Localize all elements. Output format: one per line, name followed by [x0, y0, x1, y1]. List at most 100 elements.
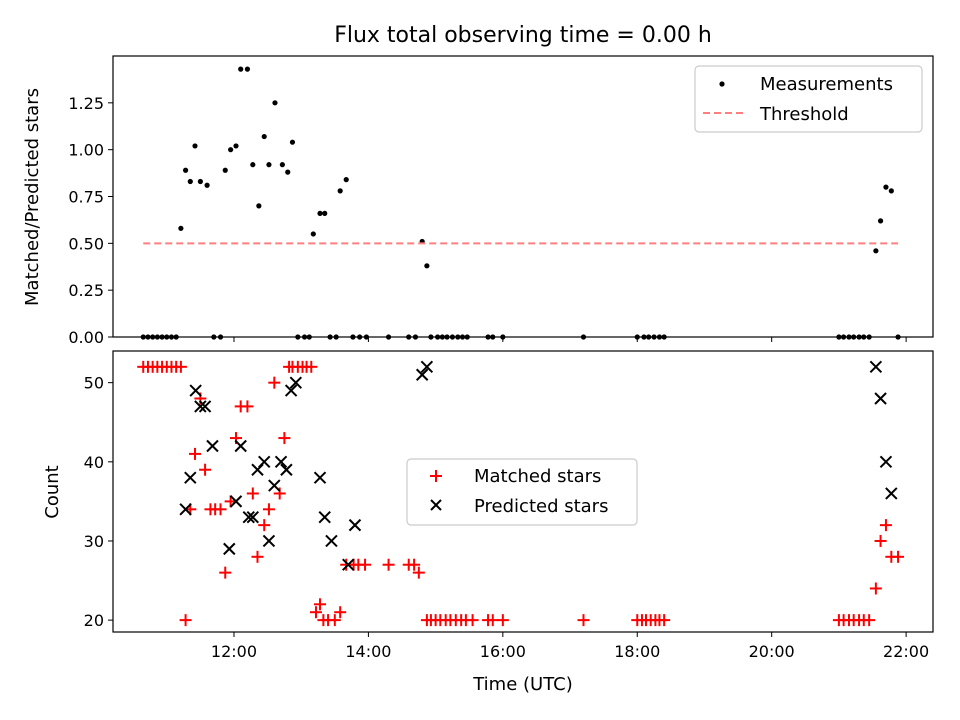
predicted-star-point [280, 463, 293, 476]
predicted-star-point [342, 558, 355, 571]
chart-title: Flux total observing time = 0.00 h [334, 23, 712, 48]
matched-star-point [874, 534, 887, 547]
y-tick-label: 1.00 [68, 141, 104, 160]
matched-star-point [199, 463, 212, 476]
matched-star-point [359, 558, 372, 571]
measurement-point [261, 133, 267, 140]
predicted-star-point [206, 439, 219, 453]
legend-matched-marker [430, 470, 442, 482]
top-panel: 0.00 0.25 0.50 0.75 1.00 1.25 Matched/Predict… [22, 55, 934, 347]
measurement-point [222, 167, 228, 173]
measurement-point [192, 143, 198, 149]
y-tick-label: 40 [84, 453, 104, 472]
predicted-star-point [268, 479, 281, 492]
matched-star-point [189, 447, 201, 460]
measurement-point [289, 139, 296, 145]
measurement-point [310, 231, 316, 237]
matched-star-point [466, 614, 479, 627]
matched-star-point [892, 550, 905, 563]
matched-star-point [246, 487, 259, 500]
matched-star-point [309, 606, 322, 619]
measurement-point [204, 182, 210, 188]
predicted-star-point [258, 455, 271, 469]
measurement-point [272, 100, 278, 106]
predicted-star-point [179, 503, 192, 516]
bottom-legend: Matched stars Predicted stars [406, 458, 638, 526]
x-tick-label: 14:00 [345, 642, 391, 661]
measurement-point [322, 210, 328, 216]
predicted-star-point [348, 518, 362, 532]
predicted-star-point [318, 511, 331, 524]
x-tick-label: 16:00 [480, 642, 526, 661]
matched-star-point [241, 400, 254, 413]
top-legend: Measurements Threshold [694, 65, 923, 133]
predicted-star-point [885, 487, 898, 500]
measurement-point [187, 178, 193, 185]
bottom-axis-ticks: 20 30 40 50 12:00 14:00 16:00 18:00 20:00 22:00 [84, 374, 930, 661]
predicted-star-point [869, 360, 883, 374]
matched-star-point [328, 614, 341, 627]
legend-predicted-marker [430, 499, 442, 511]
measurement-point [337, 188, 343, 194]
x-tick-label: 18:00 [614, 642, 660, 661]
measurement-point [238, 66, 244, 72]
matched-star-point [268, 376, 281, 389]
matched-star-point [577, 614, 590, 627]
matched-star-point [258, 519, 271, 532]
y-tick-label: 20 [84, 611, 104, 630]
predicted-star-point [313, 471, 327, 484]
matched-star-point [219, 566, 232, 579]
measurement-point [888, 188, 894, 194]
legend-matched-label: Matched stars [474, 466, 601, 487]
y-tick-label: 0.25 [68, 281, 104, 300]
predicted-star-point [262, 534, 276, 548]
measurement-point [424, 263, 430, 269]
legend-measurements-label: Measurements [760, 74, 893, 95]
measurement-point [873, 248, 879, 254]
measurement-point [182, 167, 189, 173]
measurement-point [244, 66, 251, 72]
bottom-legend-box [406, 458, 638, 526]
matched-star-point [486, 614, 499, 627]
predicted-star-point [194, 400, 207, 413]
x-tick-label: 20:00 [749, 642, 795, 661]
bottom-panel: 20 30 40 50 12:00 14:00 16:00 18:00 20:00 22:00 C… [42, 350, 934, 695]
legend-threshold-label: Threshold [759, 104, 849, 125]
predicted-star-point [184, 471, 197, 484]
matched-star-point [314, 598, 327, 611]
matched-star-point [278, 432, 291, 445]
y-tick-label: 50 [84, 374, 104, 393]
matched-star-point [863, 614, 876, 627]
predicted-star-point [198, 400, 212, 413]
predicted-star-point [874, 392, 887, 405]
measurement-point [877, 218, 884, 224]
bottom-plot-marks [137, 360, 905, 627]
predicted-star-point [229, 495, 243, 508]
matched-star-point [179, 614, 192, 627]
matched-star-point [273, 487, 286, 500]
matched-star-point [869, 582, 882, 595]
measurement-point [233, 143, 239, 149]
x-axis-label: Time (UTC) [472, 674, 573, 695]
top-legend-box [694, 65, 923, 133]
measurement-point [256, 203, 262, 209]
y-tick-label: 30 [84, 532, 104, 551]
x-tick-label: 22:00 [883, 642, 929, 661]
predicted-star-point [274, 455, 288, 469]
matched-star-point [412, 566, 425, 579]
matched-star-point [262, 503, 275, 516]
measurement-point [228, 147, 234, 153]
predicted-star-point [189, 384, 202, 397]
measurement-point [285, 169, 291, 175]
matched-star-point [305, 360, 318, 373]
x-tick-label: 12:00 [211, 642, 257, 661]
y-tick-label: 0.50 [68, 234, 104, 253]
predicted-star-point [420, 360, 434, 374]
predicted-star-point [284, 384, 298, 397]
matched-star-point [408, 558, 421, 571]
measurement-point [197, 178, 203, 185]
measurement-point [317, 210, 323, 216]
y-tick-label: 1.25 [68, 94, 104, 113]
y-tick-label: 0.75 [68, 188, 104, 207]
